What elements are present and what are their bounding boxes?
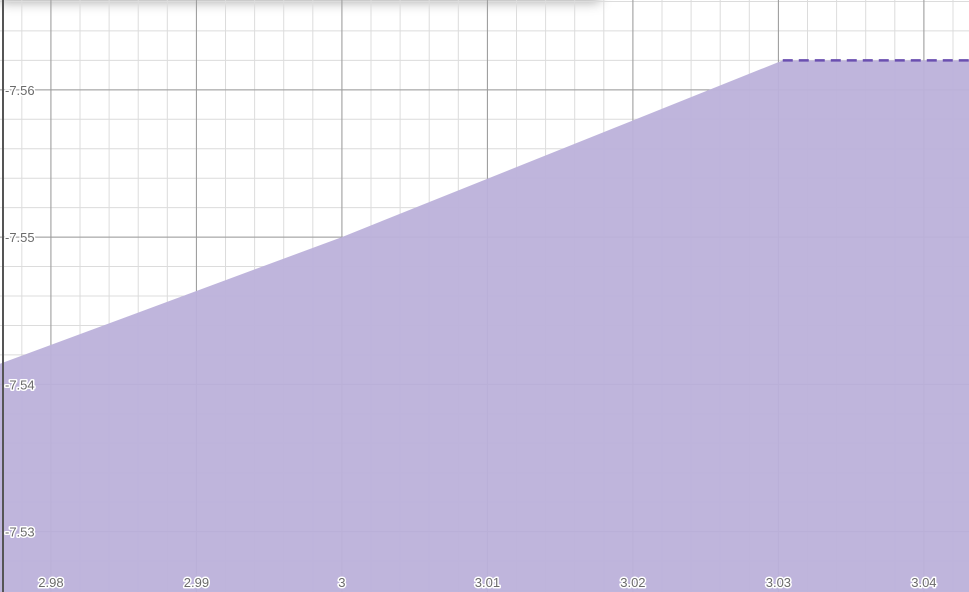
y-tick-label: -7.55 bbox=[5, 230, 35, 245]
y-tick-label: -7.56 bbox=[5, 83, 35, 98]
shaded-region bbox=[0, 59, 969, 592]
x-tick-label: 3.01 bbox=[475, 575, 500, 590]
x-tick-label: 2.98 bbox=[38, 575, 63, 590]
x-tick-label: 3 bbox=[338, 575, 345, 590]
tick-labels: 2.98 2.99 3 3.01 3.02 3.03 3.04 -7.53 -7.54 -7.55… bbox=[4, 81, 939, 591]
y-tick-label: -7.54 bbox=[5, 377, 35, 392]
x-tick-label: 3.02 bbox=[620, 575, 645, 590]
y-tick-label: -7.53 bbox=[5, 525, 35, 540]
x-tick-label: 2.99 bbox=[184, 575, 209, 590]
inequality-region bbox=[0, 60, 969, 592]
x-tick-label: 3.04 bbox=[911, 575, 936, 590]
x-tick-label: 3.03 bbox=[766, 575, 791, 590]
